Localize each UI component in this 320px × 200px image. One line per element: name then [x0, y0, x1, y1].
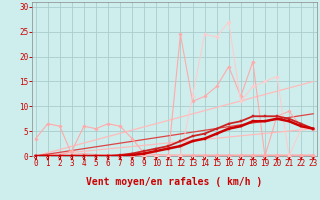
- X-axis label: Vent moyen/en rafales ( km/h ): Vent moyen/en rafales ( km/h ): [86, 177, 262, 187]
